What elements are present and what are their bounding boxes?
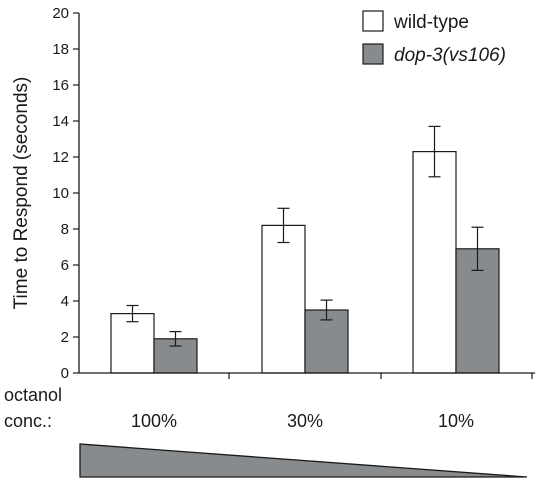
y-axis: 0 2 4 6 8 10 12 14 16 18 20 bbox=[52, 5, 80, 382]
legend: wild-type dop-3(vs106) bbox=[362, 10, 506, 66]
legend-label: dop-3(vs106) bbox=[394, 45, 506, 66]
legend-swatch bbox=[362, 10, 384, 32]
y-tick-label: 4 bbox=[61, 293, 69, 310]
x-axis-label-line: octanol bbox=[4, 385, 62, 405]
y-tick-label: 2 bbox=[61, 329, 69, 346]
y-tick-label: 14 bbox=[52, 113, 69, 130]
bar bbox=[412, 151, 457, 374]
x-tick-label: 10% bbox=[438, 411, 474, 431]
y-tick-label: 0 bbox=[61, 365, 69, 382]
legend-label: wild-type bbox=[393, 12, 469, 33]
y-tick-label: 8 bbox=[61, 221, 69, 238]
x-tick-label: 30% bbox=[287, 411, 323, 431]
x-axis-label-line: conc.: bbox=[4, 411, 52, 431]
y-axis-title: Time to Respond (seconds) bbox=[11, 77, 32, 310]
legend-swatch bbox=[362, 43, 384, 65]
y-tick-label: 6 bbox=[61, 257, 69, 274]
y-tick-label: 16 bbox=[52, 77, 69, 94]
concentration-wedge bbox=[79, 443, 528, 478]
y-tick-label: 18 bbox=[52, 41, 69, 58]
bar bbox=[261, 224, 306, 374]
x-tick-label: 100% bbox=[131, 411, 177, 431]
y-tick-label: 12 bbox=[52, 149, 69, 166]
x-axis: 100% 30% 10% octanol conc.: bbox=[4, 372, 535, 431]
wedge-shape bbox=[79, 443, 528, 478]
y-tick-label: 10 bbox=[52, 185, 69, 202]
bar bbox=[110, 313, 155, 374]
bars bbox=[110, 125, 500, 374]
y-tick-label: 20 bbox=[52, 5, 69, 22]
